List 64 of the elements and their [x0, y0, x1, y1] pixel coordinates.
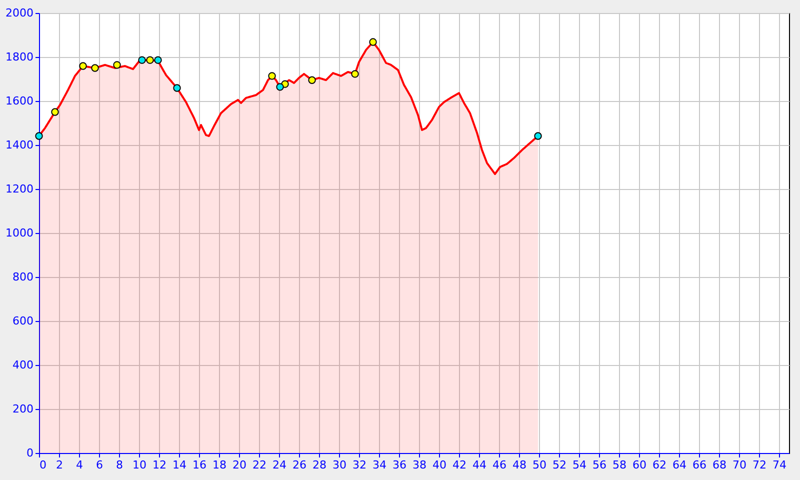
- y-tick-label: 0: [26, 446, 34, 460]
- x-tick-label: 46: [492, 458, 506, 472]
- y-tick-label: 800: [12, 270, 34, 284]
- x-tick-label: 54: [572, 458, 586, 472]
- x-tick-label: 2: [56, 458, 63, 472]
- x-tick-label: 8: [116, 458, 123, 472]
- x-tick-label: 72: [752, 458, 766, 472]
- point: [351, 70, 359, 78]
- x-tick-label: 10: [132, 458, 146, 472]
- x-tick-label: 44: [472, 458, 486, 472]
- y-tick-label: 400: [12, 358, 34, 372]
- point: [35, 132, 43, 140]
- point: [534, 132, 542, 140]
- x-tick-label: 64: [672, 458, 686, 472]
- x-tick-label: 66: [692, 458, 706, 472]
- point: [173, 84, 181, 92]
- x-tick-label: 0: [40, 458, 46, 472]
- x-tick-label: 74: [772, 458, 786, 472]
- x-tick-label: 48: [512, 458, 526, 472]
- x-tick-label: 4: [76, 458, 83, 472]
- x-tick-label: 32: [352, 458, 366, 472]
- x-tick-label: 14: [172, 458, 186, 472]
- point: [51, 108, 59, 116]
- x-tick-label: 52: [552, 458, 566, 472]
- x-tick-label: 34: [372, 458, 386, 472]
- x-tick-label: 56: [592, 458, 606, 472]
- point: [154, 56, 162, 64]
- y-tick-label: 1000: [6, 226, 34, 240]
- point: [308, 76, 316, 84]
- point: [268, 72, 276, 80]
- x-tick-label: 70: [732, 458, 746, 472]
- x-tick-label: 22: [252, 458, 266, 472]
- x-tick-label: 26: [292, 458, 306, 472]
- x-tick-label: 38: [412, 458, 426, 472]
- y-tick-label: 2000: [6, 6, 34, 20]
- y-tick-label: 600: [12, 314, 34, 328]
- point: [113, 61, 121, 69]
- x-tick-label: 58: [612, 458, 626, 472]
- x-tick-label: 6: [96, 458, 103, 472]
- y-tick-label: 200: [12, 402, 34, 416]
- y-tick-label: 1400: [6, 138, 34, 152]
- point: [79, 62, 87, 70]
- x-tick-label: 28: [312, 458, 326, 472]
- y-tick-label: 1800: [6, 50, 34, 64]
- x-tick-label: 68: [712, 458, 726, 472]
- point: [138, 56, 146, 64]
- y-tick-label: 1600: [6, 94, 34, 108]
- y-tick-label: 1200: [6, 182, 34, 196]
- x-tick-label: 18: [212, 458, 226, 472]
- x-tick-label: 20: [232, 458, 246, 472]
- point: [276, 83, 284, 91]
- x-tick-label: 42: [452, 458, 466, 472]
- point: [369, 38, 377, 46]
- x-tick-label: 36: [392, 458, 406, 472]
- point: [91, 64, 99, 72]
- x-tick-label: 16: [192, 458, 206, 472]
- x-tick-label: 24: [272, 458, 286, 472]
- x-tick-label: 60: [632, 458, 646, 472]
- point: [146, 56, 154, 64]
- x-tick-label: 50: [532, 458, 546, 472]
- x-tick-label: 30: [332, 458, 346, 472]
- x-tick-label: 40: [432, 458, 446, 472]
- x-tick-label: 12: [152, 458, 166, 472]
- x-tick-label: 62: [652, 458, 666, 472]
